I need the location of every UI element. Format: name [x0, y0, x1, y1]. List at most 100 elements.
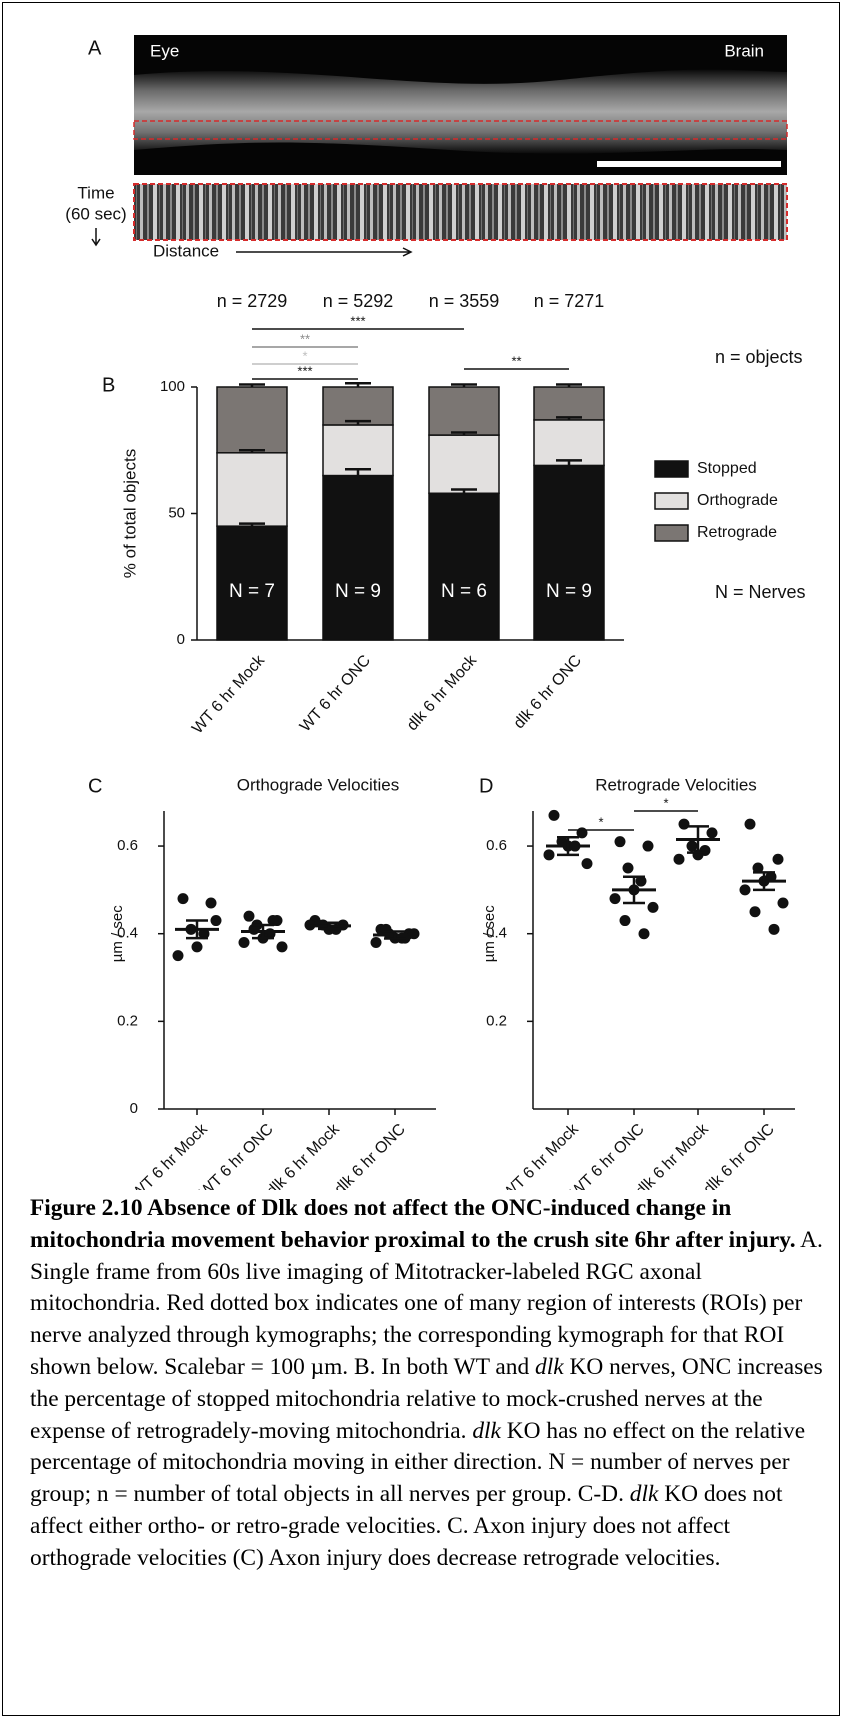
- panel-label: A: [88, 37, 102, 59]
- panel-label: B: [102, 374, 115, 396]
- brain-label: Brain: [724, 41, 764, 60]
- N-label: N = 9: [546, 581, 592, 602]
- significance-label: *: [663, 795, 668, 810]
- y-tick-label: 0.6: [117, 837, 138, 854]
- significance-label: ***: [297, 363, 312, 378]
- kymograph: [134, 184, 787, 240]
- y-tick-label: 0.2: [117, 1012, 138, 1029]
- bar-segment: [429, 387, 499, 435]
- distance-arrow: [236, 248, 411, 256]
- caption-text: dlk: [535, 1354, 564, 1380]
- significance-label: *: [598, 814, 603, 829]
- significance-label: *: [302, 348, 307, 363]
- y-tick-label: 100: [160, 378, 185, 395]
- time-unit: (60 sec): [65, 204, 126, 223]
- data-point: [211, 915, 222, 926]
- significance-label: **: [511, 353, 521, 368]
- bar-segment: [429, 493, 499, 640]
- N-label: N = 6: [441, 581, 487, 602]
- legend-label: Orthograde: [697, 492, 778, 509]
- chart-title: Orthograde Velocities: [237, 775, 400, 794]
- data-point: [778, 898, 789, 909]
- x-tick-label: WT 6 hr Mock: [500, 1120, 583, 1190]
- data-point: [620, 915, 631, 926]
- data-point: [643, 841, 654, 852]
- n-note: n = objects: [715, 347, 803, 367]
- y-tick-label: 0.6: [486, 837, 507, 854]
- data-point: [773, 854, 784, 865]
- legend-swatch: [655, 461, 688, 477]
- significance-label: ***: [350, 313, 365, 328]
- significance-label: **: [300, 331, 310, 346]
- N-label: N = 9: [335, 581, 381, 602]
- eye-label: Eye: [150, 41, 179, 60]
- scale-bar: [597, 161, 781, 167]
- panel-label: C: [88, 775, 102, 797]
- N-label: N = 7: [229, 581, 275, 602]
- data-point: [544, 849, 555, 860]
- legend-swatch: [655, 525, 688, 541]
- y-tick-label: 0.4: [486, 925, 507, 942]
- data-point: [679, 819, 690, 830]
- data-point: [750, 906, 761, 917]
- time-arrow: [92, 228, 100, 245]
- n-label: n = 3559: [429, 291, 500, 311]
- x-tick-label: dlk 6 hr ONC: [700, 1121, 777, 1190]
- data-point: [610, 893, 621, 904]
- data-point: [639, 928, 650, 939]
- bar-segment: [323, 387, 393, 425]
- y-tick-label: 0.4: [117, 925, 138, 942]
- figure: A Eye Brain Time (60 sec) Distance B% of…: [0, 0, 844, 1190]
- data-point: [371, 937, 382, 948]
- caption: Figure 2.10 Absence of Dlk does not affe…: [30, 1193, 836, 1575]
- data-point: [623, 862, 634, 873]
- caption-title: Figure 2.10 Absence of Dlk does not affe…: [30, 1195, 796, 1253]
- distance-label: Distance: [153, 241, 219, 260]
- data-point: [648, 902, 659, 913]
- x-tick-label: WT 6 hr ONC: [297, 652, 374, 735]
- data-point: [277, 941, 288, 952]
- x-tick-label: dlk 6 hr Mock: [404, 651, 481, 734]
- x-tick-label: dlk 6 hr ONC: [331, 1121, 408, 1190]
- panel-label: D: [479, 775, 493, 797]
- x-tick-label: WT 6 hr Mock: [189, 651, 269, 737]
- x-tick-label: dlk 6 hr Mock: [264, 1120, 344, 1190]
- bar-segment: [429, 435, 499, 493]
- bar-segment: [323, 476, 393, 640]
- data-point: [239, 937, 250, 948]
- data-point: [206, 898, 217, 909]
- bar-segment: [217, 453, 287, 526]
- y-axis-label: % of total objects: [120, 449, 139, 578]
- data-point: [549, 810, 560, 821]
- y-tick-label: 0.2: [486, 1012, 507, 1029]
- y-tick-label: 0: [177, 631, 185, 648]
- legend-label: Stopped: [697, 460, 757, 477]
- n-label: n = 7271: [534, 291, 605, 311]
- bar-segment: [534, 420, 604, 466]
- bar-segment: [217, 387, 287, 453]
- data-point: [192, 941, 203, 952]
- data-point: [615, 836, 626, 847]
- x-tick-label: dlk 6 hr ONC: [511, 652, 586, 732]
- N-note: N = Nerves: [715, 582, 806, 602]
- chart-title: Retrograde Velocities: [595, 775, 757, 794]
- bar-segment: [534, 387, 604, 420]
- data-point: [244, 911, 255, 922]
- bar-segment: [534, 465, 604, 640]
- caption-text: dlk: [630, 1481, 659, 1507]
- n-label: n = 5292: [323, 291, 394, 311]
- y-tick-label: 0: [130, 1100, 138, 1117]
- data-point: [173, 950, 184, 961]
- y-tick-label: 50: [168, 504, 185, 521]
- data-point: [674, 854, 685, 865]
- data-point: [707, 827, 718, 838]
- data-point: [769, 924, 780, 935]
- bar-segment: [323, 425, 393, 476]
- data-point: [178, 893, 189, 904]
- caption-text: dlk: [472, 1418, 501, 1444]
- data-point: [381, 924, 392, 935]
- legend-swatch: [655, 493, 688, 509]
- data-point: [582, 858, 593, 869]
- data-point: [745, 819, 756, 830]
- x-tick-label: WT 6 hr Mock: [129, 1120, 212, 1190]
